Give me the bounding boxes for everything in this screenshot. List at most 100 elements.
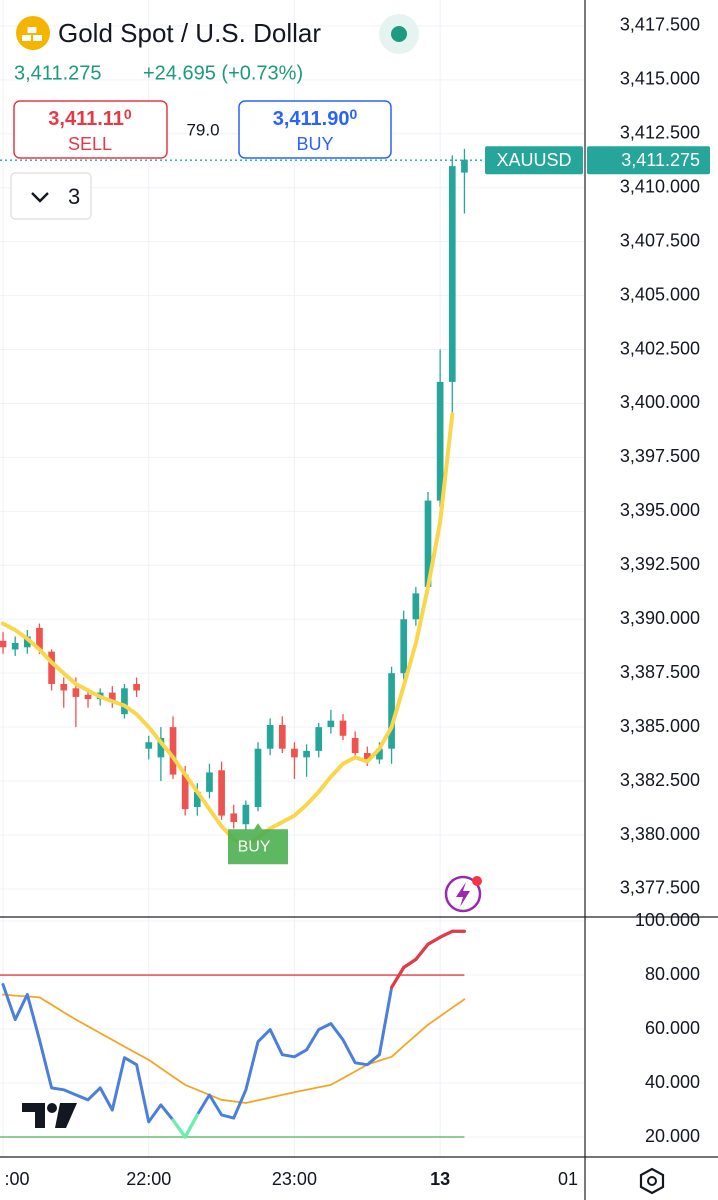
y-tick-label: 100.000: [635, 910, 700, 930]
sell-pip: 0: [124, 106, 132, 122]
candle-body: [218, 770, 225, 816]
candle-body: [424, 500, 432, 587]
candle-body: [327, 720, 335, 728]
candle-body: [351, 737, 359, 754]
buy-button[interactable]: 3,411.900 BUY: [238, 100, 392, 159]
x-tick-label: 23:00: [272, 1169, 317, 1189]
y-tick-label: 3,392.500: [620, 554, 700, 574]
candle-body: [230, 813, 238, 823]
rsi-line: [1, 929, 466, 1139]
x-tick-label: 13: [430, 1169, 450, 1189]
y-tick-label: 3,405.000: [620, 284, 700, 304]
candle-body: [363, 753, 371, 760]
rsi-zone-segment: [426, 935, 442, 946]
candle-body: [254, 748, 262, 807]
y-tick-label: 3,395.000: [620, 500, 700, 520]
y-tick-label: 3,417.500: [620, 15, 700, 35]
moving-average: [1, 412, 455, 848]
y-tick-label: 80.000: [645, 964, 700, 984]
signal-label: BUY: [238, 838, 271, 855]
status-button[interactable]: [379, 14, 419, 54]
y-tick-label: 60.000: [645, 1018, 700, 1038]
y-tick-label: 3,397.500: [620, 446, 700, 466]
symbol-title: Gold Spot / U.S. Dollar: [58, 18, 321, 48]
x-tick-label: :00: [4, 1169, 29, 1189]
gold-icon: [16, 16, 50, 50]
candle-body: [181, 774, 189, 810]
candle-body: [48, 651, 55, 684]
y-tick-label: 3,412.500: [620, 123, 700, 143]
symbol-tag: [485, 146, 583, 175]
y-tick-label: 3,402.500: [620, 338, 700, 358]
spread: 79.0: [186, 120, 219, 139]
y-tick-label: 3,415.000: [620, 69, 700, 89]
y-tick-label: 3,380.000: [620, 824, 700, 844]
candle-body: [169, 727, 177, 775]
candle-body: [36, 627, 43, 650]
indicator-count: 3: [68, 184, 80, 209]
y-tick-label: 3,410.000: [620, 176, 700, 196]
y-tick-label: 3,390.000: [620, 608, 700, 628]
x-tick-label: 22:00: [126, 1169, 171, 1189]
candle-body: [461, 159, 468, 173]
y-tick-label: 3,377.500: [620, 878, 700, 898]
y-tick-label: 3,400.000: [620, 392, 700, 412]
candle-body: [193, 791, 201, 807]
last-price: 3,411.275: [14, 62, 102, 84]
y-tick-label: 40.000: [645, 1072, 700, 1092]
rsi-signal-line: [2, 993, 466, 1104]
settings-button[interactable]: [639, 1167, 665, 1195]
candle-body: [291, 748, 298, 758]
y-tick-label: 3,385.000: [620, 716, 700, 736]
candle-body: [448, 166, 456, 382]
candle-body: [339, 720, 347, 736]
svg-text:3,411.900: 3,411.900: [273, 106, 358, 131]
buy-price: 3,411.90: [273, 108, 350, 130]
candle-body: [157, 737, 165, 758]
indicator-toggle[interactable]: 3: [10, 172, 92, 220]
buy-pip: 0: [349, 106, 357, 122]
sell-button[interactable]: 3,411.110 SELL: [13, 100, 168, 159]
candle-body: [266, 724, 274, 749]
plot-area: [0, 0, 585, 1157]
candle-body: [388, 673, 395, 749]
alert-icon[interactable]: [444, 875, 482, 913]
candle-body: [376, 748, 383, 760]
candle-body: [84, 694, 92, 700]
price-tag-label: 3,411.275: [621, 150, 700, 170]
candle-body: [121, 688, 128, 715]
candle-body: [11, 642, 19, 650]
tradingview-logo: [22, 1103, 77, 1128]
candle-body: [303, 750, 310, 758]
sell-label: SELL: [68, 134, 112, 154]
candle-body: [60, 683, 68, 691]
buy-label: BUY: [296, 134, 333, 154]
y-tick-label: 3,387.500: [620, 662, 700, 682]
candle-body: [145, 742, 153, 749]
price-change: +24.695 (+0.73%): [143, 62, 303, 84]
candle-body: [412, 593, 420, 620]
candle-body: [108, 692, 116, 702]
price-tag: [587, 146, 710, 175]
candle-body: [400, 619, 408, 674]
candle-body: [72, 688, 80, 697]
candle-body: [278, 724, 286, 749]
candle-body: [436, 381, 444, 501]
y-tick-label: 20.000: [645, 1126, 700, 1146]
candle-body: [242, 804, 250, 825]
candle-body: [23, 636, 31, 648]
rsi-zone-segment: [171, 1118, 187, 1139]
rsi-zone-segment: [438, 929, 454, 939]
signal-marker: [228, 823, 289, 865]
candle-body: [133, 683, 140, 691]
x-tick-label: 01: [558, 1169, 578, 1189]
symbol-tag-label: XAUUSD: [496, 150, 571, 170]
rsi-zone-segment: [389, 965, 406, 990]
rsi-zone-segment: [402, 957, 418, 970]
sell-price: 3,411.11: [48, 108, 124, 130]
candle-body: [0, 640, 7, 648]
svg-text:3,411.110: 3,411.110: [48, 106, 132, 131]
rsi-zone-segment: [414, 942, 430, 961]
